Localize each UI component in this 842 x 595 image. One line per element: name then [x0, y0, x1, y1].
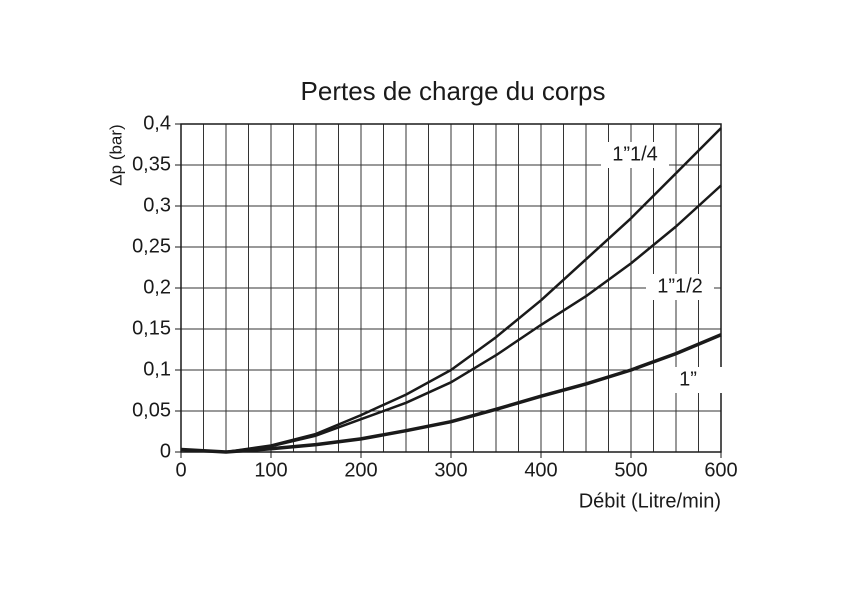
x-tick-label: 0 — [175, 459, 186, 481]
series-line — [180, 184, 722, 454]
x-tick-label: 400 — [524, 459, 557, 481]
y-tick-label: 0,15 — [132, 317, 171, 339]
chart-title: Pertes de charge du corps — [301, 76, 606, 106]
x-axis-label: Débit (Litre/min) — [579, 490, 721, 512]
x-tick-label: 300 — [434, 459, 467, 481]
y-tick-label: 0,4 — [143, 112, 171, 134]
plot-frame — [180, 123, 722, 453]
series-line — [180, 333, 722, 454]
x-tick-label: 500 — [614, 459, 647, 481]
x-tick-label: 200 — [344, 459, 377, 481]
series-label-bg — [654, 367, 722, 393]
x-tick-label: 600 — [704, 459, 737, 481]
series-label-bg — [601, 142, 669, 168]
series-label: 1” — [679, 368, 697, 390]
series-label-bg — [646, 274, 714, 300]
y-axis-label: Δp (bar) — [106, 124, 125, 185]
y-tick-label: 0,3 — [143, 194, 171, 216]
x-tick-label: 100 — [254, 459, 287, 481]
y-tick-label: 0,25 — [132, 235, 171, 257]
series-label: 1”1/4 — [612, 143, 658, 165]
y-tick-label: 0,35 — [132, 153, 171, 175]
series-label: 1”1/2 — [657, 275, 703, 297]
y-tick-label: 0,1 — [143, 358, 171, 380]
y-tick-label: 0,2 — [143, 276, 171, 298]
y-tick-label: 0,05 — [132, 399, 171, 421]
y-tick-label: 0 — [160, 440, 171, 462]
